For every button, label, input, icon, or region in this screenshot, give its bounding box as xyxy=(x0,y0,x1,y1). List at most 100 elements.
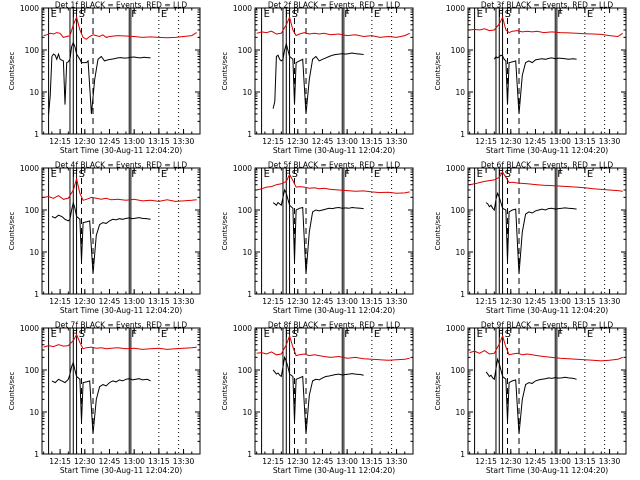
time-marker-label: E xyxy=(264,169,270,180)
y-tick-label: 1 xyxy=(460,450,465,459)
y-axis-label: Counts/sec xyxy=(434,52,442,91)
y-tick-label: 1 xyxy=(460,290,465,299)
lld-series-line xyxy=(43,15,197,40)
y-tick-label: 10 xyxy=(29,408,39,417)
time-marker-label: F xyxy=(344,9,350,20)
chart-title: Det 2f BLACK = Events, RED = LLD xyxy=(268,1,401,10)
x-axis-label: Start Time (30-Aug-11 12:04:20) xyxy=(273,306,395,315)
y-tick-label: 1 xyxy=(247,290,252,299)
x-tick-label: 12:45 xyxy=(312,457,334,466)
x-tick-label: 12:15 xyxy=(49,137,71,146)
time-marker-label: S xyxy=(79,169,85,180)
x-tick-label: 12:45 xyxy=(99,137,121,146)
x-tick-label: 13:30 xyxy=(386,297,408,306)
y-tick-label: 1000 xyxy=(446,324,465,333)
events-series-line xyxy=(272,188,364,275)
y-tick-label: 10 xyxy=(242,248,252,257)
x-tick-label: 12:15 xyxy=(475,297,497,306)
time-marker-label: F xyxy=(344,329,350,340)
events-series-line xyxy=(493,54,577,115)
events-series-line xyxy=(485,357,577,435)
y-tick-label: 10 xyxy=(242,88,252,97)
time-marker-label: E xyxy=(477,329,483,340)
time-marker-label: F xyxy=(131,329,137,340)
y-axis-label: Counts/sec xyxy=(8,372,16,411)
y-tick-label: 1000 xyxy=(20,164,39,173)
x-tick-label: 12:45 xyxy=(99,457,121,466)
x-tick-label: 13:00 xyxy=(549,137,571,146)
x-axis-label: Start Time (30-Aug-11 12:04:20) xyxy=(60,306,182,315)
x-tick-label: 13:30 xyxy=(173,297,195,306)
y-axis-label: Counts/sec xyxy=(221,52,229,91)
y-tick-label: 1 xyxy=(34,290,39,299)
time-marker-label: S xyxy=(79,329,85,340)
time-marker-label: E xyxy=(161,169,167,180)
time-marker-label: E xyxy=(51,329,57,340)
x-tick-label: 13:00 xyxy=(336,297,358,306)
plot-frame xyxy=(254,327,414,455)
plot-frame xyxy=(41,327,201,455)
x-tick-label: 13:30 xyxy=(173,457,195,466)
time-marker-label: E xyxy=(374,9,380,20)
y-tick-label: 100 xyxy=(451,206,466,215)
time-marker-label: F xyxy=(557,9,563,20)
x-tick-label: 13:15 xyxy=(574,137,596,146)
time-marker-label: F xyxy=(285,9,291,20)
lld-series-line xyxy=(469,334,623,362)
x-tick-label: 13:15 xyxy=(148,457,170,466)
x-tick-label: 13:15 xyxy=(574,297,596,306)
time-marker-label: E xyxy=(51,9,57,20)
x-tick-label: 12:30 xyxy=(74,297,96,306)
time-marker-label: F xyxy=(498,329,504,340)
y-tick-label: 1000 xyxy=(20,4,39,13)
time-marker-label: E xyxy=(374,169,380,180)
chart-title: Det 9f BLACK = Events, RED = LLD xyxy=(481,321,614,330)
time-marker-label: F xyxy=(72,329,78,340)
time-marker-label: S xyxy=(505,329,511,340)
time-marker-label: E xyxy=(587,9,593,20)
y-tick-label: 1000 xyxy=(446,164,465,173)
x-axis-label: Start Time (30-Aug-11 12:04:20) xyxy=(273,466,395,475)
plot-frame xyxy=(254,167,414,295)
x-tick-label: 12:30 xyxy=(500,137,522,146)
y-tick-label: 1 xyxy=(34,450,39,459)
time-marker-label: F xyxy=(72,9,78,20)
x-tick-label: 12:30 xyxy=(287,457,309,466)
time-marker-label: F xyxy=(131,169,137,180)
x-tick-label: 12:45 xyxy=(312,297,334,306)
x-tick-label: 13:00 xyxy=(123,137,145,146)
x-tick-label: 12:15 xyxy=(49,457,71,466)
chart-title: Det 5f BLACK = Events, RED = LLD xyxy=(268,161,401,170)
chart-title: Det 3f BLACK = Events, RED = LLD xyxy=(481,1,614,10)
x-tick-label: 13:15 xyxy=(361,137,383,146)
lld-series-line xyxy=(469,171,623,192)
time-marker-label: E xyxy=(161,329,167,340)
time-marker-label: S xyxy=(292,169,298,180)
lld-series-line xyxy=(43,176,197,202)
chart-title: Det 1f BLACK = Events, RED = LLD xyxy=(55,1,188,10)
y-tick-label: 1000 xyxy=(446,4,465,13)
y-tick-label: 10 xyxy=(455,248,465,257)
y-tick-label: 100 xyxy=(451,46,466,55)
events-series-line xyxy=(51,360,151,435)
x-tick-label: 13:30 xyxy=(386,137,408,146)
y-tick-label: 1 xyxy=(34,130,39,139)
time-marker-label: F xyxy=(285,329,291,340)
events-series-line xyxy=(51,202,151,275)
x-tick-label: 13:30 xyxy=(599,137,621,146)
y-tick-label: 10 xyxy=(455,88,465,97)
lld-series-line xyxy=(256,173,410,194)
x-tick-label: 12:30 xyxy=(500,457,522,466)
y-tick-label: 100 xyxy=(238,46,253,55)
x-tick-label: 12:45 xyxy=(525,137,547,146)
y-tick-label: 100 xyxy=(25,366,40,375)
x-tick-label: 12:45 xyxy=(312,137,334,146)
x-tick-label: 13:30 xyxy=(173,137,195,146)
lld-series-line xyxy=(256,15,410,38)
time-marker-label: F xyxy=(557,329,563,340)
y-axis-label: Counts/sec xyxy=(8,52,16,91)
